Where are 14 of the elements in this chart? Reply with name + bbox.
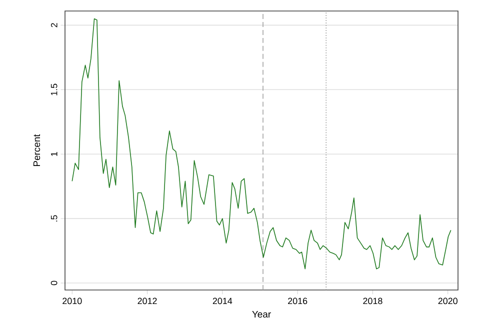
x-tick-label: 2014 xyxy=(212,298,232,304)
y-axis-title: Percent xyxy=(33,134,40,166)
y-tick-label: 1.5 xyxy=(50,84,58,96)
y-tick-label: 0 xyxy=(50,280,58,286)
line-series xyxy=(72,18,452,270)
x-tick-label: 2018 xyxy=(363,298,382,304)
x-tick-label: 2016 xyxy=(288,298,308,304)
y-tick-label: 1 xyxy=(51,152,58,156)
y-tick-label: .5 xyxy=(50,215,58,222)
x-tick-label: 2010 xyxy=(62,298,82,304)
x-tick-label: 2012 xyxy=(138,298,157,304)
x-axis-title: Year xyxy=(252,310,271,318)
y-tick-label: 2 xyxy=(50,23,58,28)
x-tick-label: 2020 xyxy=(438,298,458,304)
